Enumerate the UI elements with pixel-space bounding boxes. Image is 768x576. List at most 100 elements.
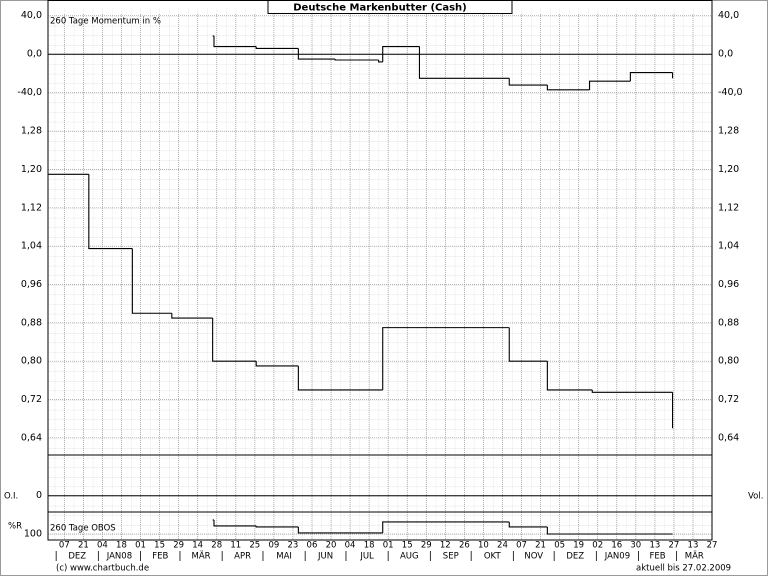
axis-label: %R [8, 522, 22, 532]
month-label: OKT [484, 552, 502, 562]
step-segment [334, 59, 379, 61]
y-tick-label: 0,96 [21, 279, 42, 290]
month-label: FEB [152, 552, 168, 562]
data-layer [48, 35, 674, 535]
step-segment [382, 521, 510, 533]
step-segment [382, 45, 420, 62]
x-tick-label: 29 [421, 541, 432, 551]
panel-label: 260 Tage Momentum in % [50, 17, 161, 27]
step-segment [588, 80, 631, 90]
month-label: DEZ [566, 552, 584, 562]
x-tick-label: 25 [249, 541, 260, 551]
month-label: AUG [400, 552, 419, 562]
x-tick-label: 27 [668, 541, 679, 551]
y-tick-label: -40,0 [17, 87, 42, 98]
step-segment [213, 519, 257, 527]
step-segment [297, 48, 336, 60]
month-label: JAN09 [604, 552, 630, 562]
y-tick-label: 40,0 [21, 10, 42, 21]
x-tick-label: 18 [116, 541, 127, 551]
y-tick-label: 0,72 [718, 394, 739, 405]
x-tick-label: 20 [326, 541, 337, 551]
axis-label: Vol. [748, 492, 763, 502]
step-segment [212, 318, 257, 362]
x-tick-label: 27 [707, 541, 718, 551]
x-tick-label: 18 [364, 541, 375, 551]
step-segment [297, 365, 383, 391]
month-label: FEB [650, 552, 666, 562]
y-tick-label: 0,96 [718, 279, 739, 290]
y-tick-label: 40,0 [718, 10, 739, 21]
x-tick-label: 15 [154, 541, 165, 551]
y-tick-label: 0,80 [718, 356, 739, 367]
x-tick-label: 13 [649, 541, 660, 551]
x-tick-label: 13 [688, 541, 699, 551]
y-tick-label: 1,12 [718, 202, 739, 213]
x-tick-label: 01 [383, 541, 394, 551]
step-segment [171, 313, 213, 319]
x-tick-label: 09 [268, 541, 279, 551]
x-tick-label: 26 [459, 541, 470, 551]
month-label: JUN [317, 552, 333, 562]
y-tick-label: 1,12 [21, 202, 42, 213]
y-tick-label: 0,80 [21, 356, 42, 367]
x-tick-label: 29 [173, 541, 184, 551]
x-tick-label: 07 [516, 541, 527, 551]
month-label: DEZ [68, 552, 86, 562]
credit: (c) www.chartbuch.de [56, 564, 149, 574]
x-tick-label: 04 [97, 541, 108, 551]
grid-layer [48, 14, 713, 540]
x-tick-label: 10 [478, 541, 489, 551]
axis-label: O.I. [4, 492, 18, 502]
y-tick-label: 0,88 [718, 317, 739, 328]
step-segment [629, 71, 673, 82]
step-segment [591, 389, 673, 393]
y-tick-label: 1,28 [718, 126, 739, 137]
x-tick-label: 14 [192, 541, 203, 551]
x-tick-label: 24 [497, 541, 508, 551]
step-segment [297, 526, 383, 534]
x-tick-label: 16 [611, 541, 622, 551]
y-tick-label: -40,0 [718, 87, 743, 98]
month-label: APR [234, 552, 251, 562]
month-label: JUL [359, 552, 374, 562]
y-tick-label: 1,20 [718, 164, 739, 175]
x-tick-label: 12 [440, 541, 451, 551]
month-label: MÄR [685, 551, 704, 562]
step-segment [378, 60, 383, 63]
x-tick-label: 04 [345, 541, 356, 551]
step-segment [546, 526, 673, 535]
month-label: MÄR [192, 551, 211, 562]
step-segment [546, 85, 590, 91]
step-segment [255, 46, 299, 49]
step-segment [382, 327, 510, 390]
x-tick-label: 07 [59, 541, 70, 551]
x-tick-label: 23 [288, 541, 299, 551]
y-tick-label: 0,64 [718, 432, 739, 443]
x-tick-label: 11 [230, 541, 241, 551]
title-box [267, 0, 513, 14]
y-tick-label: 100 [24, 529, 42, 540]
x-tick-label: 21 [78, 541, 89, 551]
month-label: SEP [443, 552, 459, 562]
y-tick-label: 1,04 [21, 241, 42, 252]
y-tick-label: 1,20 [21, 164, 42, 175]
y-tick-label: 0,72 [21, 394, 42, 405]
updated-note: aktuell bis 27.02.2009 [636, 564, 731, 574]
chart-title: Deutsche Markenbutter (Cash) [293, 3, 467, 14]
month-label: NOV [524, 552, 543, 562]
x-tick-label: 02 [592, 541, 603, 551]
x-tick-label: 21 [535, 541, 546, 551]
x-tick-label: 01 [135, 541, 146, 551]
y-tick-label: 0,64 [21, 432, 42, 443]
x-tick-label: 05 [554, 541, 565, 551]
step-segment [418, 46, 510, 79]
step-segment [255, 525, 299, 528]
y-tick-label: 0,88 [21, 317, 42, 328]
month-label: JAN08 [106, 552, 132, 562]
step-segment [508, 521, 548, 528]
y-tick-label: 0,0 [27, 49, 42, 60]
step-segment [131, 248, 172, 314]
